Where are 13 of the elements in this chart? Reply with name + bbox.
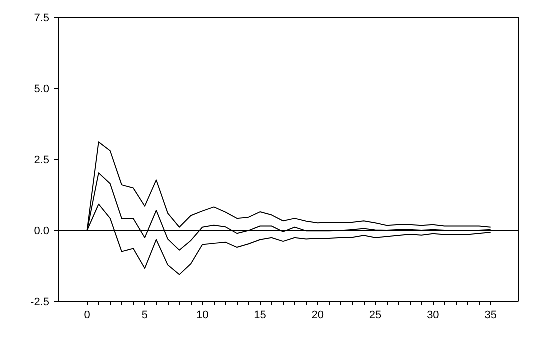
- x-tick-label: 20: [312, 310, 324, 322]
- y-tick-label: 7.5: [34, 12, 50, 24]
- y-tick-label: -2.5: [30, 296, 50, 308]
- x-tick-label: 25: [369, 310, 382, 322]
- x-tick-label: 10: [196, 310, 209, 322]
- x-tick-label: 0: [84, 310, 90, 322]
- y-tick-label: 5.0: [34, 84, 50, 96]
- x-tick-label: 35: [484, 310, 497, 322]
- x-tick-label: 30: [427, 310, 440, 322]
- x-tick-label: 15: [254, 310, 266, 322]
- y-tick-label: 0.0: [34, 226, 50, 238]
- x-tick-label: 5: [142, 310, 148, 322]
- y-tick-label: 2.5: [34, 154, 50, 166]
